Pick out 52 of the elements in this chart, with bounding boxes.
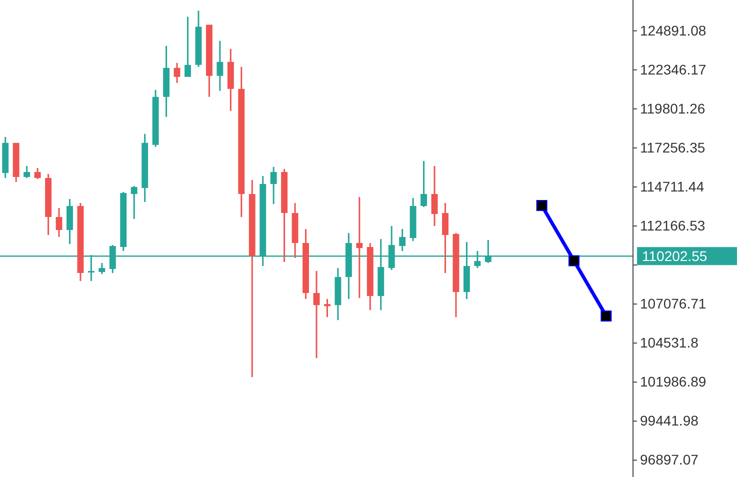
candlestick bbox=[292, 202, 298, 258]
candlestick bbox=[452, 233, 460, 318]
candlestick bbox=[410, 198, 416, 242]
y-tick-label: 101986.89 bbox=[640, 374, 706, 390]
y-tick-label: 124891.08 bbox=[640, 22, 706, 38]
candlestick bbox=[420, 160, 428, 207]
y-tick-label: 119801.26 bbox=[640, 100, 706, 116]
candlestick bbox=[302, 228, 309, 300]
y-tick-label: 96897.07 bbox=[640, 452, 699, 468]
candlestick bbox=[399, 228, 406, 252]
candlestick bbox=[442, 202, 448, 274]
candlestick bbox=[366, 243, 374, 310]
point bbox=[600, 310, 612, 322]
candlestick bbox=[152, 90, 159, 147]
candlestick bbox=[313, 271, 320, 358]
candlestick bbox=[12, 142, 20, 182]
candlestick bbox=[195, 10, 202, 67]
candlestick bbox=[142, 134, 148, 202]
candlestick bbox=[227, 48, 234, 111]
candlestick bbox=[77, 202, 84, 282]
candlestick bbox=[431, 166, 438, 226]
candlestick bbox=[174, 62, 180, 83]
candlestick bbox=[238, 66, 245, 217]
candlestick bbox=[356, 196, 363, 298]
y-tick-label: 99441.98 bbox=[640, 412, 699, 429]
candlestick bbox=[270, 166, 277, 204]
candlestick bbox=[216, 40, 224, 91]
candlestick bbox=[24, 166, 30, 178]
candlestick bbox=[56, 208, 62, 238]
candlestick bbox=[34, 168, 41, 179]
y-tick-label: 117256.35 bbox=[640, 139, 706, 156]
point bbox=[536, 200, 548, 212]
candlestick bbox=[248, 180, 256, 378]
y-tick-label: 104531.8 bbox=[640, 334, 699, 351]
y-tick-label: 107076.71 bbox=[640, 296, 706, 312]
candlestick bbox=[324, 299, 330, 318]
candlestick bbox=[281, 168, 288, 262]
point bbox=[568, 255, 580, 266]
candlestick bbox=[45, 174, 52, 236]
y-tick-label: 122346.17 bbox=[640, 61, 706, 78]
candlestick bbox=[163, 46, 170, 117]
candlestick bbox=[2, 136, 9, 178]
candlestick bbox=[184, 16, 191, 77]
y-tick-label: 112166.53 bbox=[640, 217, 706, 234]
candlestick bbox=[206, 24, 212, 97]
candlestick bbox=[334, 268, 342, 320]
ref-line-label: 110202.55 bbox=[642, 248, 708, 264]
y-tick-label: 114711.44 bbox=[640, 178, 704, 194]
candlestick bbox=[66, 198, 73, 244]
candlestick bbox=[130, 186, 138, 219]
candlestick bbox=[120, 192, 127, 252]
candlestick bbox=[98, 263, 106, 274]
